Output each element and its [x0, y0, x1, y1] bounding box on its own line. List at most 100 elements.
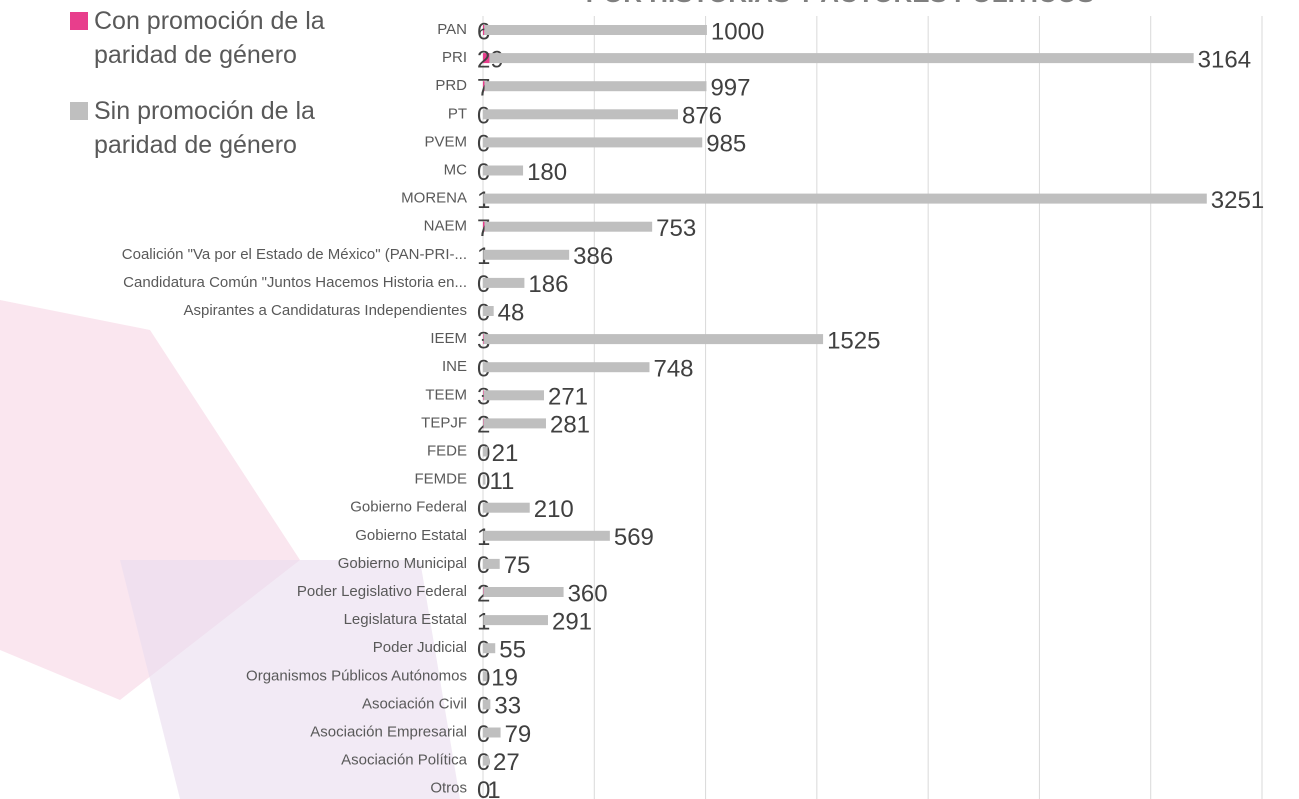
legend-label: Con promoción de la paridad de género [94, 7, 325, 69]
value-label: 210 [534, 496, 574, 523]
value-label: 27 [493, 749, 520, 776]
y-tick-label: Candidatura Común "Juntos Hacemos Histor… [123, 274, 467, 291]
value-label: 3164 [1198, 46, 1251, 73]
y-tick-label: Poder Legislativo Federal [297, 583, 467, 600]
bar [483, 418, 546, 429]
value-label: 1000 [711, 18, 764, 45]
bar [483, 334, 484, 345]
legend-swatch [70, 102, 88, 120]
decoration [120, 560, 460, 799]
bar [483, 390, 544, 401]
y-tick-label: Gobierno Municipal [338, 555, 467, 572]
legend-swatch [70, 12, 88, 30]
y-tick-label: PAN [437, 21, 467, 38]
y-tick-label: Organismos Públicos Autónomos [246, 667, 467, 684]
y-tick-label: NAEM [424, 218, 467, 235]
value-label: 55 [499, 637, 526, 664]
bar [483, 446, 488, 457]
bar [483, 530, 610, 541]
y-tick-label: PRD [435, 77, 467, 94]
y-tick-label: IEEM [430, 330, 467, 347]
y-tick-label: INE [442, 358, 467, 375]
legend-label: Sin promoción de la paridad de género [94, 97, 315, 159]
value-label: 75 [504, 552, 531, 579]
value-label: 748 [653, 356, 693, 383]
bar [483, 81, 485, 92]
bar [484, 221, 653, 232]
bar [483, 165, 524, 176]
bar [483, 699, 491, 710]
bar [483, 109, 678, 120]
value-label: 0 [477, 777, 490, 799]
legend: Con promoción de la paridad de género Sin… [70, 4, 370, 184]
y-tick-label: Legislatura Estatal [344, 611, 467, 628]
bar [483, 362, 650, 373]
value-label: 186 [528, 271, 568, 298]
y-tick-label: FEMDE [415, 471, 468, 488]
y-tick-label: Otros [430, 780, 467, 797]
value-label: 180 [527, 159, 567, 186]
bar [483, 277, 525, 288]
bar [483, 558, 500, 569]
bar [483, 587, 564, 597]
value-label: 569 [614, 524, 654, 551]
bar [483, 643, 496, 654]
y-tick-label: TEPJF [421, 414, 467, 431]
value-label: 79 [505, 721, 532, 748]
y-tick-label: FEDE [427, 442, 467, 459]
bar [489, 53, 1194, 64]
bar [483, 474, 486, 485]
y-tick-label: Gobierno Federal [350, 499, 467, 516]
y-tick-label: Asociación Civil [362, 695, 467, 712]
value-label: 360 [568, 580, 608, 607]
value-label: 11 [489, 468, 514, 495]
bar [483, 390, 484, 401]
bar [483, 221, 485, 232]
value-label: 281 [550, 412, 590, 439]
bar [483, 334, 824, 345]
value-label: 3251 [1211, 187, 1264, 214]
y-tick-label: Aspirantes a Candidaturas Independientes [183, 302, 467, 319]
y-tick-label: PRI [442, 49, 467, 66]
value-label: 33 [494, 693, 521, 720]
bar [483, 502, 530, 513]
y-tick-label: PT [448, 105, 467, 122]
y-tick-label: Poder Judicial [373, 639, 467, 656]
bar [484, 25, 707, 35]
value-label: 21 [492, 440, 519, 467]
bar [483, 727, 501, 738]
value-label: 19 [491, 665, 518, 692]
y-tick-label: Asociación Política [341, 752, 468, 769]
legend-item: Con promoción de la paridad de género [70, 4, 370, 72]
y-tick-label: Gobierno Estatal [355, 527, 467, 544]
bar [483, 615, 548, 626]
y-tick-label: Asociación Empresarial [310, 723, 467, 740]
value-label: 985 [706, 131, 746, 158]
legend-item: Sin promoción de la paridad de género [70, 94, 370, 162]
chart-title: POR HISTORIAS Y ACTORES POLÍTICOS [586, 0, 1095, 8]
value-label: 1525 [827, 327, 880, 354]
bar [483, 193, 1207, 204]
y-tick-label: Coalición "Va por el Estado de México" (… [122, 246, 467, 263]
y-tick-label: MC [444, 161, 467, 178]
value-label: 753 [656, 215, 696, 242]
y-tick-label: PVEM [424, 133, 467, 150]
bar [483, 306, 494, 316]
y-tick-label: TEEM [425, 386, 467, 403]
value-label: 1 [487, 777, 500, 799]
bar [483, 671, 488, 682]
bar [483, 137, 703, 148]
value-label: 997 [710, 75, 750, 102]
bar [483, 249, 570, 260]
bar [483, 755, 490, 766]
value-label: 386 [573, 243, 613, 270]
value-label: 271 [548, 384, 588, 411]
y-tick-label: MORENA [401, 190, 467, 207]
bar [483, 25, 485, 35]
bar [484, 81, 707, 92]
value-label: 291 [552, 608, 592, 635]
value-label: 876 [682, 103, 722, 130]
value-label: 48 [498, 299, 525, 326]
